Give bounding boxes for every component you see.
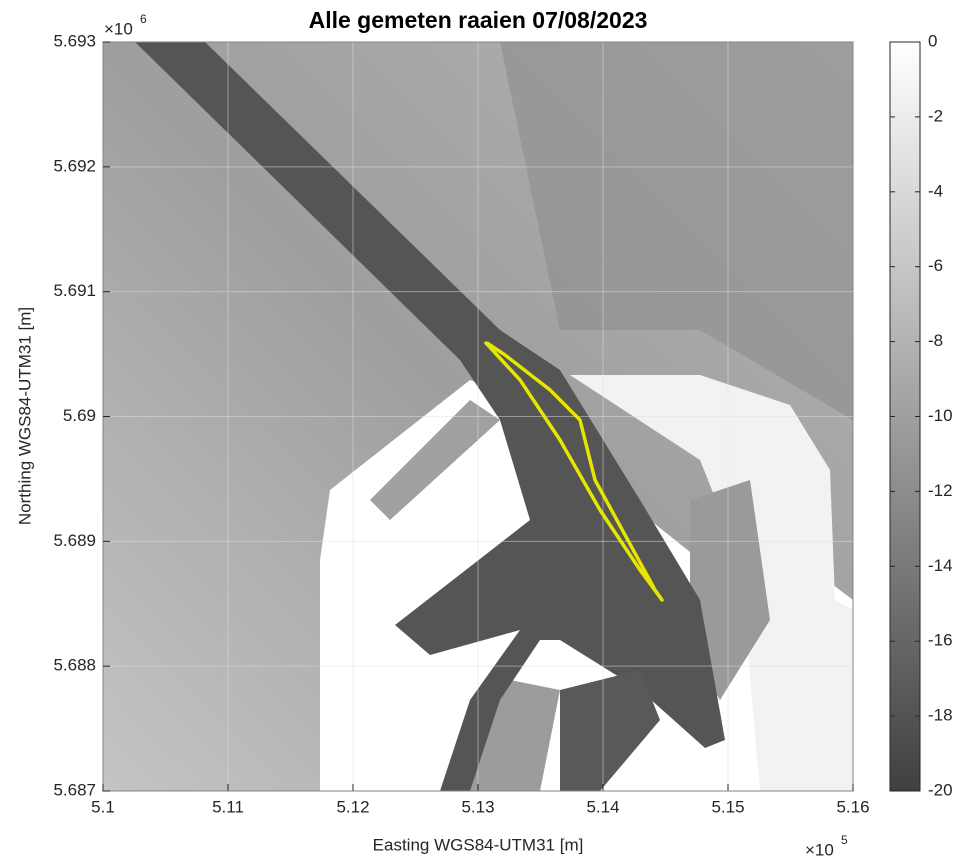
x-tick-label: 5.13	[461, 797, 494, 816]
colorbar-tick-label: -10	[928, 406, 953, 425]
colorbar-tick-label: -2	[928, 106, 943, 125]
colorbar-tick-label: -18	[928, 706, 953, 725]
y-tick-label: 5.692	[53, 156, 96, 175]
colorbar-tick-label: -12	[928, 481, 953, 500]
x-tick-label: 5.11	[212, 797, 244, 816]
x-tick-label: 5.14	[586, 797, 619, 816]
colorbar-tick-label: -16	[928, 631, 953, 650]
chart-title: Alle gemeten raaien 07/08/2023	[309, 7, 648, 33]
colorbar-tick-label: -14	[928, 556, 953, 575]
y-exponent-base: ×10	[104, 19, 133, 38]
x-tick-label: 5.15	[711, 797, 744, 816]
y-axis-label: Northing WGS84-UTM31 [m]	[15, 307, 34, 525]
colorbar-tick-label: -4	[928, 181, 943, 200]
x-exponent-power: 5	[841, 833, 848, 847]
x-tick-label: 5.16	[836, 797, 869, 816]
y-tick-label: 5.689	[53, 531, 96, 550]
y-tick-label: 5.69	[63, 406, 96, 425]
y-tick-label: 5.688	[53, 656, 96, 675]
track-line	[483, 340, 664, 602]
colorbar-tick-label: -20	[928, 780, 953, 799]
x-axis-label: Easting WGS84-UTM31 [m]	[373, 835, 584, 854]
colorbar-tick-label: 0	[928, 31, 937, 50]
x-exponent-base: ×10	[805, 840, 834, 859]
colorbar-tick-label: -8	[928, 331, 943, 350]
y-tick-label: 5.691	[53, 281, 96, 300]
y-tick-label: 5.693	[53, 31, 96, 50]
colorbar-tick-label: -6	[928, 256, 943, 275]
y-exponent-power: 6	[140, 12, 147, 26]
x-tick-label: 5.12	[336, 797, 369, 816]
y-tick-label: 5.687	[53, 780, 96, 799]
x-tick-label: 5.1	[91, 797, 115, 816]
